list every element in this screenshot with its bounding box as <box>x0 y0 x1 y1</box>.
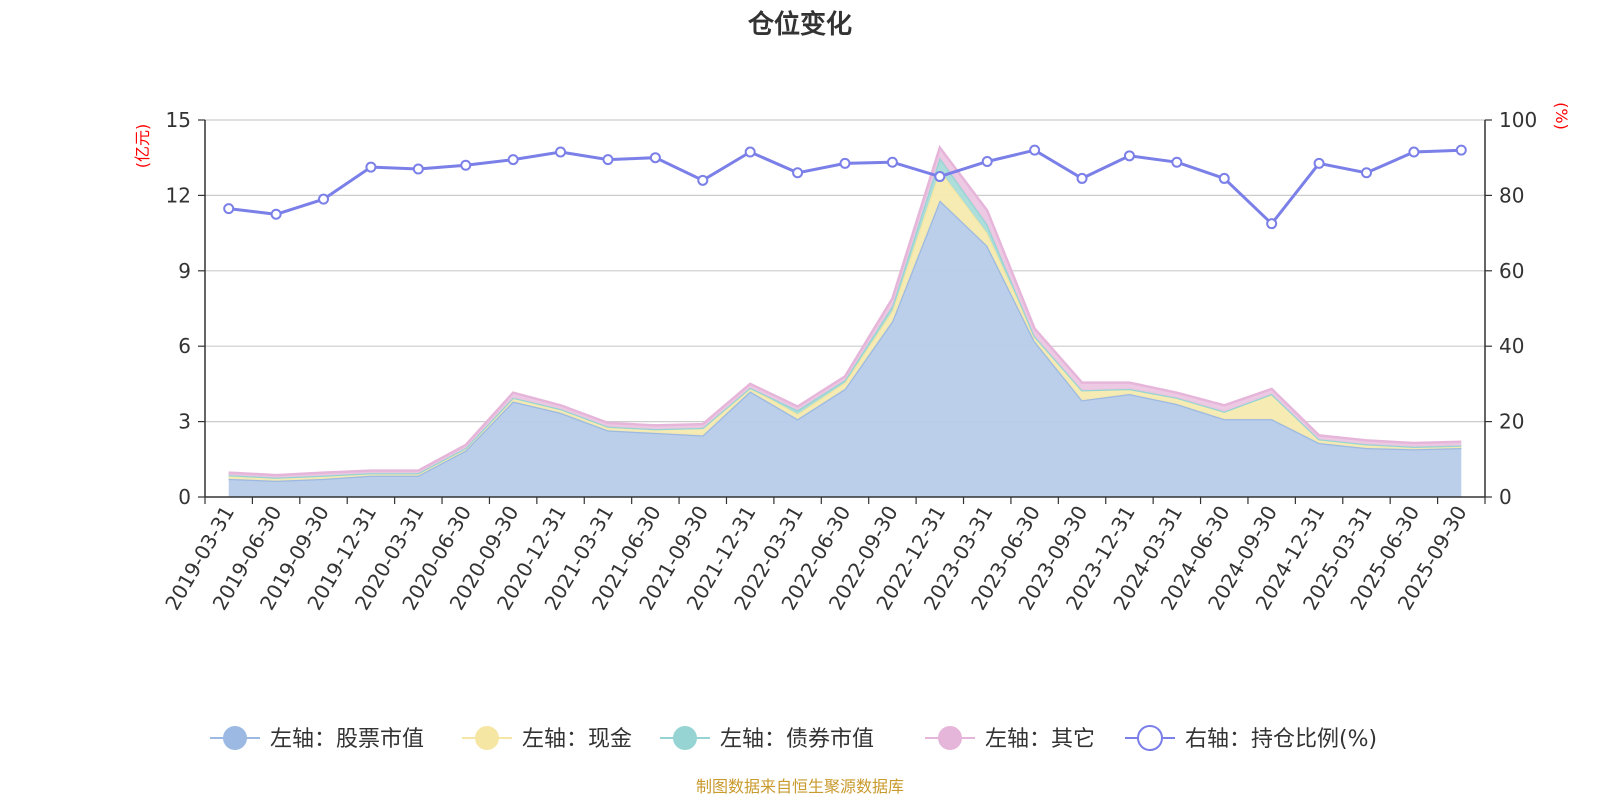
ratio-point <box>270 208 282 220</box>
ratio-point <box>792 167 804 179</box>
legend-marker-circle <box>1137 725 1163 751</box>
ratio-point <box>886 156 898 168</box>
right-axis-tick-label: 20 <box>1499 410 1524 434</box>
ratio-point <box>507 154 519 166</box>
right-axis-tick-label: 40 <box>1499 334 1524 358</box>
ratio-point <box>602 154 614 166</box>
ratio-point <box>697 174 709 186</box>
area-band <box>228 200 1462 497</box>
legend-marker-circle <box>938 726 962 750</box>
left-axis-tick-label: 0 <box>178 485 191 509</box>
ratio-point <box>460 159 472 171</box>
ratio-point <box>839 157 851 169</box>
right-axis-tick-label: 60 <box>1499 259 1524 283</box>
legend-item[interactable]: 左轴：债券市值 <box>660 726 874 752</box>
legend-item[interactable]: 左轴：现金 <box>462 726 632 752</box>
ratio-point <box>1218 172 1230 184</box>
legend[interactable]: 左轴：股票市值 左轴：现金 左轴：债券市值 左轴：其它 右轴：持仓比例(%) <box>210 725 1377 752</box>
ratio-point <box>555 146 567 158</box>
legend-label: 右轴：持仓比例(%) <box>1185 727 1377 752</box>
right-axis-tick-label: 80 <box>1499 183 1524 207</box>
right-axis-tick-label: 100 <box>1499 108 1537 132</box>
area-layer <box>228 144 1462 497</box>
ratio-point <box>981 155 993 167</box>
legend-label: 左轴：股票市值 <box>270 727 424 752</box>
left-axis-tick-label: 12 <box>166 183 191 207</box>
legend-marker-circle <box>223 726 247 750</box>
right-axis-tick-label: 0 <box>1499 485 1512 509</box>
right-axis-unit: (%) <box>1552 102 1571 130</box>
left-axis-tick-label: 6 <box>178 334 191 358</box>
ratio-point <box>1360 167 1372 179</box>
ratio-point <box>1029 144 1041 156</box>
axis-layer: 036912150204060801002019-03-312019-06-30… <box>160 108 1537 614</box>
ratio-point <box>223 203 235 215</box>
legend-label: 左轴：债券市值 <box>720 727 874 752</box>
ratio-point <box>1408 146 1420 158</box>
left-axis-tick-label: 15 <box>166 108 191 132</box>
legend-item[interactable]: 左轴：股票市值 <box>210 726 424 752</box>
ratio-point <box>365 161 377 173</box>
legend-item[interactable]: 右轴：持仓比例(%) <box>1125 725 1377 752</box>
ratio-point <box>1266 218 1278 230</box>
ratio-point <box>412 163 424 175</box>
ratio-point <box>1123 150 1135 162</box>
ratio-line-layer <box>223 144 1467 230</box>
left-axis-tick-label: 9 <box>178 259 191 283</box>
chart-title: 仓位变化 <box>747 9 852 40</box>
legend-item[interactable]: 左轴：其它 <box>925 726 1095 752</box>
left-axis-unit: (亿元) <box>133 124 152 169</box>
legend-label: 左轴：现金 <box>522 727 632 752</box>
legend-marker-circle <box>475 726 499 750</box>
ratio-point <box>1171 156 1183 168</box>
data-source-note: 制图数据来自恒生聚源数据库 <box>696 777 904 796</box>
ratio-point <box>1455 144 1467 156</box>
legend-label: 左轴：其它 <box>985 727 1095 752</box>
ratio-point <box>1076 172 1088 184</box>
ratio-point <box>1313 157 1325 169</box>
ratio-point <box>934 171 946 183</box>
ratio-point <box>744 146 756 158</box>
area-edge-line <box>228 144 1462 477</box>
ratio-point <box>649 152 661 164</box>
left-axis-tick-label: 3 <box>178 410 191 434</box>
ratio-point <box>318 193 330 205</box>
legend-marker-circle <box>673 726 697 750</box>
